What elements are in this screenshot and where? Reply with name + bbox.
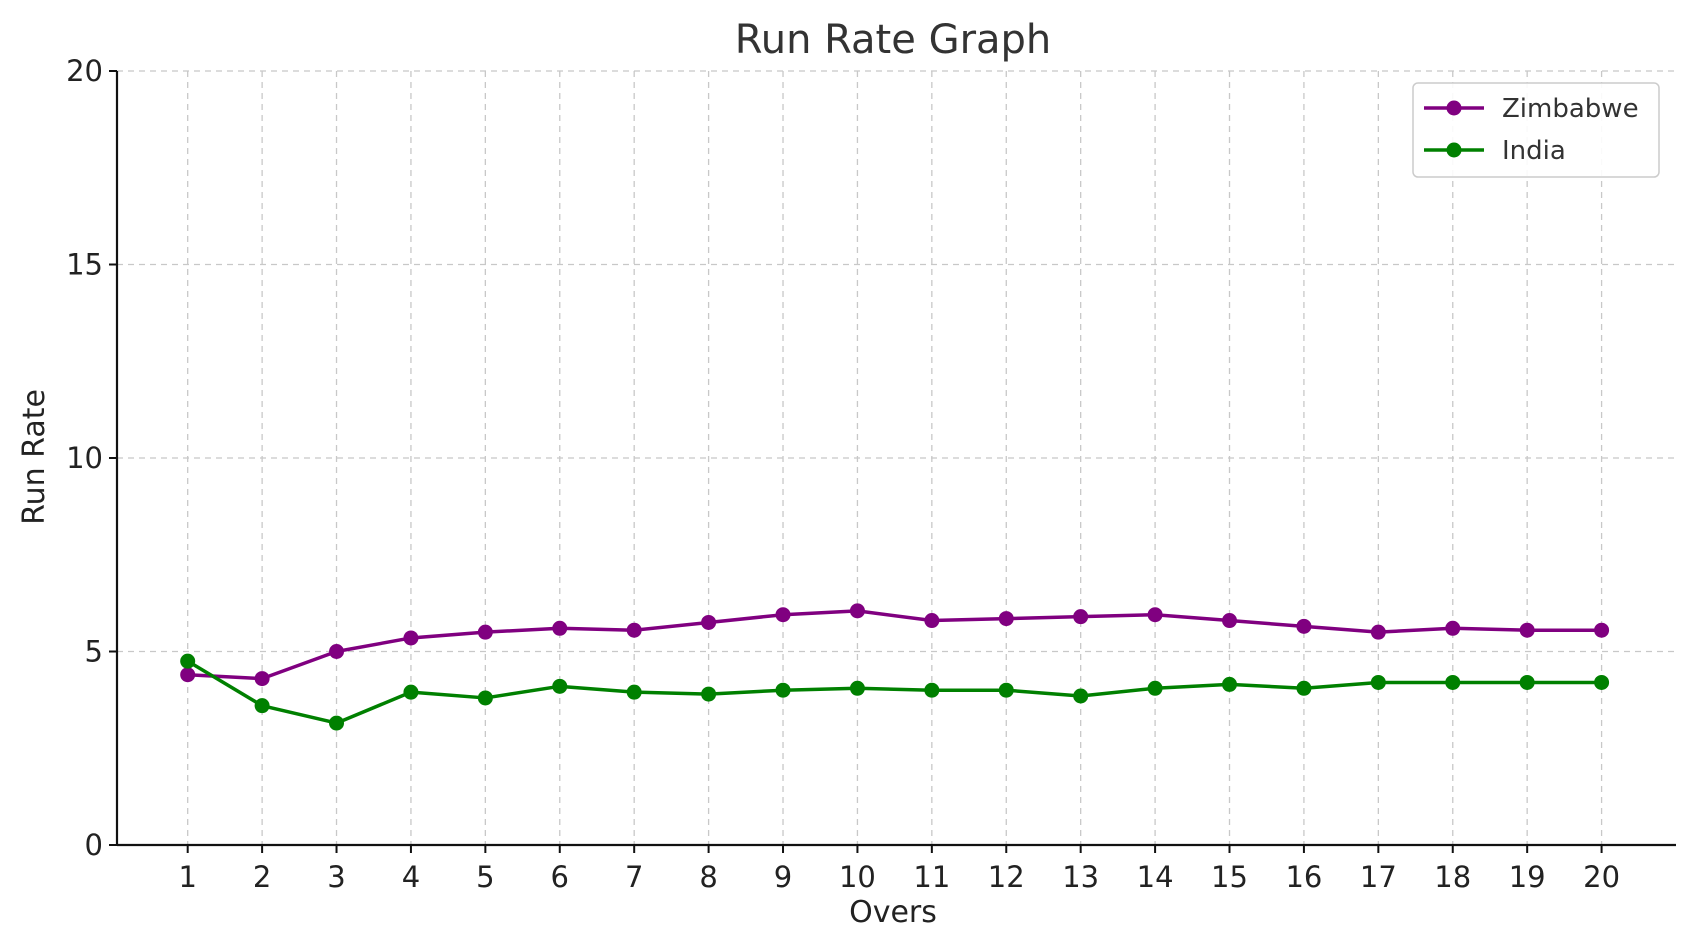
- y-tick-label: 15: [66, 248, 103, 282]
- india-point: [329, 715, 345, 731]
- zimbabwe-point: [329, 644, 345, 659]
- india-point: [998, 682, 1014, 698]
- x-tick-label: 18: [1434, 860, 1471, 894]
- y-tick-label: 20: [66, 54, 103, 88]
- chart-title: Run Rate Graph: [735, 17, 1052, 63]
- y-tick-label: 10: [66, 441, 103, 475]
- y-axis-label: Run Rate: [17, 389, 52, 525]
- zimbabwe-point: [1519, 622, 1535, 638]
- zimbabwe-point: [1222, 613, 1238, 629]
- zimbabwe-point: [1594, 622, 1610, 638]
- x-axis-label: Overs: [849, 895, 937, 930]
- zimbabwe-point: [552, 620, 568, 636]
- india-point: [849, 680, 865, 696]
- india-point: [626, 684, 642, 700]
- zimbabwe-point: [254, 671, 270, 687]
- india-legend-marker: [1446, 142, 1462, 158]
- india-point: [1445, 674, 1461, 690]
- x-tick-label: 3: [327, 860, 345, 894]
- india-point: [1594, 674, 1610, 690]
- india-point: [477, 690, 493, 706]
- x-tick-label: 11: [913, 860, 950, 894]
- india-point: [552, 678, 568, 694]
- india-legend-label: India: [1502, 136, 1566, 166]
- zimbabwe-legend-marker: [1446, 100, 1462, 116]
- x-tick-label: 8: [699, 860, 717, 894]
- zimbabwe-legend-label: Zimbabwe: [1502, 94, 1639, 124]
- x-tick-label: 2: [253, 860, 271, 894]
- zimbabwe-point: [1073, 609, 1089, 625]
- grid-layer: [117, 70, 1676, 845]
- zimbabwe-point: [1296, 618, 1312, 634]
- zimbabwe-point: [1147, 607, 1163, 623]
- india-point: [1370, 674, 1386, 690]
- zimbabwe-point: [180, 667, 196, 683]
- zimbabwe-point: [626, 622, 642, 638]
- zimbabwe-point: [403, 630, 419, 646]
- india-point: [180, 653, 196, 669]
- india-point: [1147, 680, 1163, 696]
- zimbabwe-point: [1445, 620, 1461, 636]
- x-tick-label: 5: [476, 860, 494, 894]
- x-tick-label: 10: [839, 860, 876, 894]
- x-tick-label: 19: [1509, 860, 1546, 894]
- india-point: [1519, 674, 1535, 690]
- x-tick-label: 7: [625, 860, 643, 894]
- zimbabwe-series-line: [187, 609, 1602, 681]
- x-tick-label: 4: [402, 860, 420, 894]
- legend: Zimbabwe India: [1412, 82, 1660, 178]
- x-tick-label: 13: [1062, 860, 1099, 894]
- zimbabwe-point: [998, 611, 1014, 627]
- india-point: [1222, 676, 1238, 692]
- zimbabwe-point: [477, 624, 493, 640]
- x-tick-label: 17: [1360, 860, 1397, 894]
- india-point: [1073, 688, 1089, 704]
- india-point: [775, 682, 791, 698]
- x-tick-label: 9: [774, 860, 792, 894]
- zimbabwe-point: [849, 603, 865, 619]
- zimbabwe-point: [701, 614, 717, 630]
- india-point: [254, 698, 270, 714]
- india-point: [701, 686, 717, 702]
- x-tick-label: 16: [1285, 860, 1322, 894]
- x-tick-label: 20: [1583, 860, 1620, 894]
- y-tick-label: 5: [85, 635, 103, 669]
- india-series-line: [186, 659, 1602, 725]
- x-tick-label: 1: [178, 860, 196, 894]
- india-point: [403, 684, 419, 700]
- y-tick-label: 0: [85, 828, 103, 862]
- india-point: [924, 682, 940, 698]
- zimbabwe-point: [775, 607, 791, 623]
- zimbabwe-point: [1370, 624, 1386, 640]
- zimbabwe-point: [924, 613, 940, 629]
- x-tick-label: 15: [1211, 860, 1248, 894]
- legend-entries: Zimbabwe India: [1424, 94, 1639, 166]
- x-tick-label: 6: [551, 860, 569, 894]
- series-layer: [180, 603, 1610, 731]
- x-tick-label: 12: [988, 860, 1025, 894]
- x-tick-label: 14: [1137, 860, 1174, 894]
- india-point: [1296, 680, 1312, 696]
